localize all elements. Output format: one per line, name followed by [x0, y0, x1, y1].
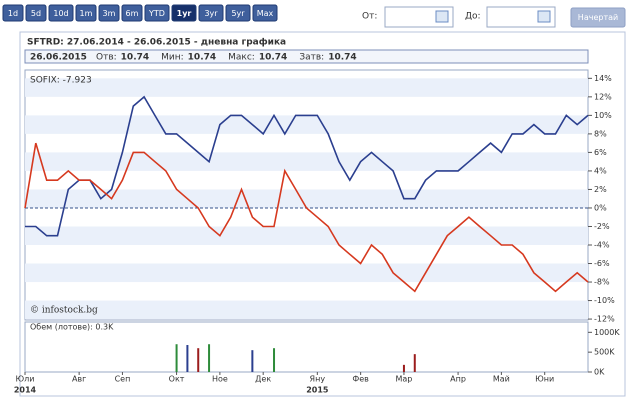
- y-tick-label: 4%: [594, 166, 607, 175]
- y-tick-label: -12%: [594, 315, 615, 324]
- info-value: 10.74: [259, 53, 287, 63]
- range-button-label: 5d: [31, 9, 41, 18]
- grid-band: [25, 78, 588, 97]
- info-date: 26.06.2015: [30, 53, 87, 63]
- volume-bar: [402, 364, 405, 372]
- volume-title: Обем (лотове): 0.3K: [30, 323, 114, 332]
- info-label: Макс:: [228, 53, 255, 63]
- legend-entry: SOFIX: -7.923: [30, 76, 92, 86]
- y-tick-label: 8%: [594, 129, 607, 138]
- range-button-label: 1yr: [177, 9, 192, 18]
- range-button[interactable]: [2, 4, 24, 22]
- submit-label: Начертай: [578, 13, 618, 22]
- volume-bar: [186, 345, 189, 372]
- y-tick-label: -4%: [594, 241, 610, 250]
- volume-bar: [273, 348, 276, 372]
- x-tick-label: Сеп: [115, 375, 131, 384]
- calendar-icon[interactable]: [537, 10, 551, 23]
- y-tick-label: 0K: [594, 368, 605, 377]
- to-label: До:: [465, 12, 481, 22]
- range-button[interactable]: [144, 4, 170, 22]
- range-button[interactable]: [225, 4, 251, 22]
- range-button[interactable]: [171, 4, 197, 22]
- year-label: 2015: [306, 386, 329, 395]
- chart-title: SFTRD: 27.06.2014 - 26.06.2015 - дневна …: [27, 38, 286, 48]
- range-button[interactable]: [252, 4, 278, 22]
- x-tick-label: Юли: [16, 375, 35, 384]
- y-tick-label: 10%: [594, 111, 612, 120]
- info-bar: [24, 49, 589, 64]
- info-label: Мин:: [161, 53, 184, 63]
- y-tick-label: 2%: [594, 185, 607, 194]
- y-tick-label: 14%: [594, 74, 612, 83]
- range-button[interactable]: [75, 4, 97, 22]
- volume-bar: [251, 350, 254, 372]
- x-tick-label: Мар: [395, 375, 412, 384]
- range-button-label: 3m: [103, 9, 116, 18]
- x-tick-label: Фев: [352, 375, 369, 384]
- y-tick-label: -2%: [594, 222, 610, 231]
- x-tick-label: Апр: [450, 375, 466, 384]
- x-tick-label: Авг: [72, 375, 86, 384]
- range-button[interactable]: [48, 4, 74, 22]
- submit-button[interactable]: [570, 7, 626, 28]
- x-tick-label: Май: [493, 375, 510, 384]
- y-tick-label: 1000K: [594, 328, 620, 337]
- volume-bar: [208, 344, 211, 372]
- y-tick-label: -6%: [594, 259, 610, 268]
- volume-bar: [175, 344, 178, 372]
- x-tick-label: Дек: [255, 375, 271, 384]
- range-button-label: 1m: [80, 9, 93, 18]
- range-button[interactable]: [121, 4, 143, 22]
- price-line: [25, 95, 589, 237]
- info-value: 10.74: [188, 53, 216, 63]
- x-tick-label: Юни: [535, 375, 554, 384]
- range-button[interactable]: [198, 4, 224, 22]
- range-button-label: 1d: [8, 9, 18, 18]
- range-button[interactable]: [98, 4, 120, 22]
- range-button-label: YTD: [148, 9, 165, 18]
- x-tick-label: Яну: [310, 375, 326, 384]
- info-value: 10.74: [121, 53, 149, 63]
- x-tick-label: Окт: [169, 375, 185, 384]
- watermark: © infostock.bg: [30, 306, 98, 316]
- grid-band: [25, 226, 588, 245]
- y-tick-label: 0%: [594, 203, 607, 212]
- volume-bar: [197, 348, 200, 372]
- range-button-label: 5yr: [231, 9, 245, 18]
- range-button-label: 10d: [53, 9, 68, 18]
- calendar-icon[interactable]: [435, 10, 449, 23]
- y-tick-label: -10%: [594, 296, 615, 305]
- grid-band: [25, 300, 588, 320]
- grid-band: [25, 263, 588, 283]
- year-label: 2014: [14, 386, 37, 395]
- price-line: [24, 142, 589, 293]
- y-tick-label: 12%: [594, 92, 612, 101]
- x-tick-label: Ное: [212, 375, 228, 384]
- range-button-label: 6m: [126, 9, 139, 18]
- volume-area: [24, 321, 589, 373]
- info-value: 10.74: [328, 53, 356, 63]
- range-button-label: 3yr: [204, 9, 218, 18]
- grid-band: [25, 189, 588, 208]
- y-tick-label: -8%: [594, 278, 610, 287]
- volume-bar: [413, 354, 416, 372]
- y-tick-label: 500K: [594, 348, 615, 357]
- info-label: Затв:: [299, 53, 324, 63]
- grid-band: [25, 152, 588, 171]
- grid-band: [25, 115, 588, 134]
- info-label: Отв:: [96, 53, 117, 63]
- range-button-label: Max: [257, 9, 274, 18]
- y-tick-label: 6%: [594, 148, 607, 157]
- range-button[interactable]: [25, 4, 47, 22]
- from-label: От:: [362, 12, 377, 22]
